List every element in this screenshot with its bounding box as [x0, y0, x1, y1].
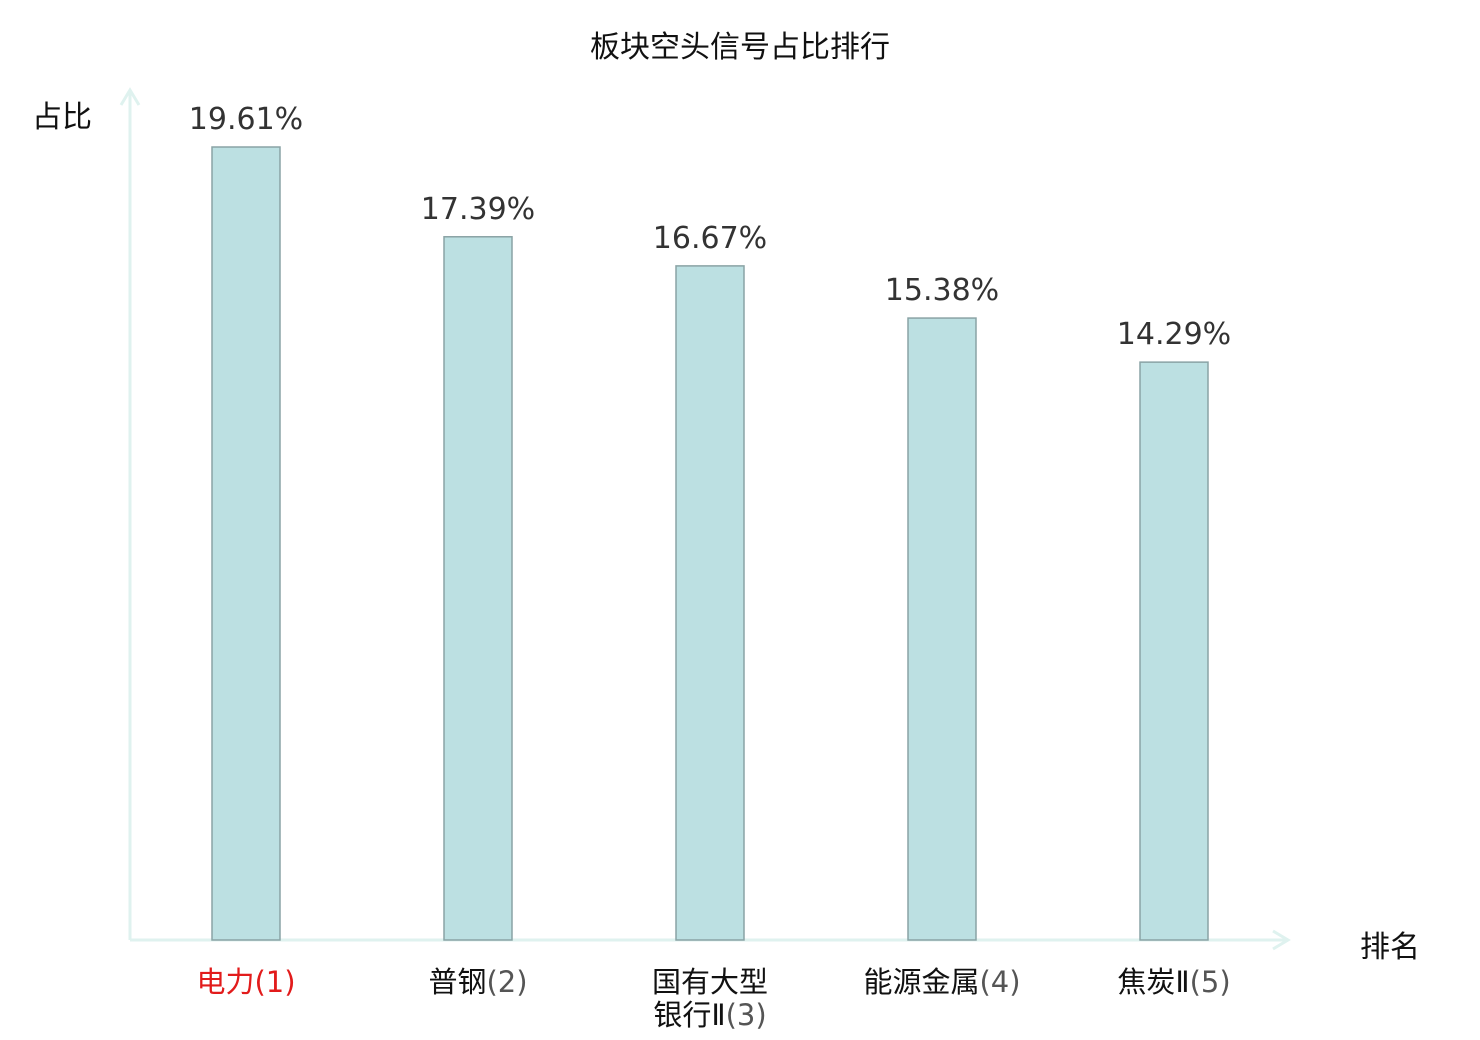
value-labels: 19.61% 17.39% 16.67% 15.38% 14.29%: [189, 102, 1231, 352]
category-rank: (5): [1189, 965, 1231, 999]
category-rank: (4): [979, 965, 1021, 999]
bar: [907, 317, 977, 941]
x-axis-arrow-icon: [1272, 929, 1291, 951]
bar: [443, 236, 513, 941]
bar: [211, 146, 281, 941]
x-axis-label: 排名: [1360, 930, 1420, 965]
bar: [675, 265, 745, 941]
bar-value-label: 19.61%: [189, 102, 303, 137]
category-rank: (1): [254, 965, 296, 999]
bar-value-label: 15.38%: [885, 273, 999, 308]
category-name: 普钢: [428, 965, 487, 999]
category-rank: (3): [725, 998, 767, 1032]
y-axis-arrow-icon: [119, 87, 141, 106]
bar-value-label: 14.29%: [1117, 317, 1231, 352]
x-tick-label: 普钢(2): [368, 966, 588, 999]
x-tick-label: 电力(1): [136, 966, 356, 999]
category-name: 电力: [196, 965, 255, 999]
category-rank: (2): [486, 965, 528, 999]
bars: [211, 146, 1209, 941]
category-name: 能源金属: [863, 965, 980, 999]
x-tick-label: 焦炭Ⅱ(5): [1064, 966, 1284, 999]
category-name: 国有大型 银行Ⅱ: [651, 965, 768, 1032]
y-axis-label: 占比: [32, 100, 92, 135]
chart-title: 板块空头信号占比排行: [590, 30, 890, 65]
bar: [1139, 361, 1209, 941]
x-tick-label: 国有大型 银行Ⅱ(3): [600, 966, 820, 1032]
bar-value-label: 17.39%: [421, 192, 535, 227]
bar-value-label: 16.67%: [653, 221, 767, 256]
category-name: 焦炭Ⅱ: [1117, 965, 1190, 999]
x-tick-label: 能源金属(4): [832, 966, 1052, 999]
